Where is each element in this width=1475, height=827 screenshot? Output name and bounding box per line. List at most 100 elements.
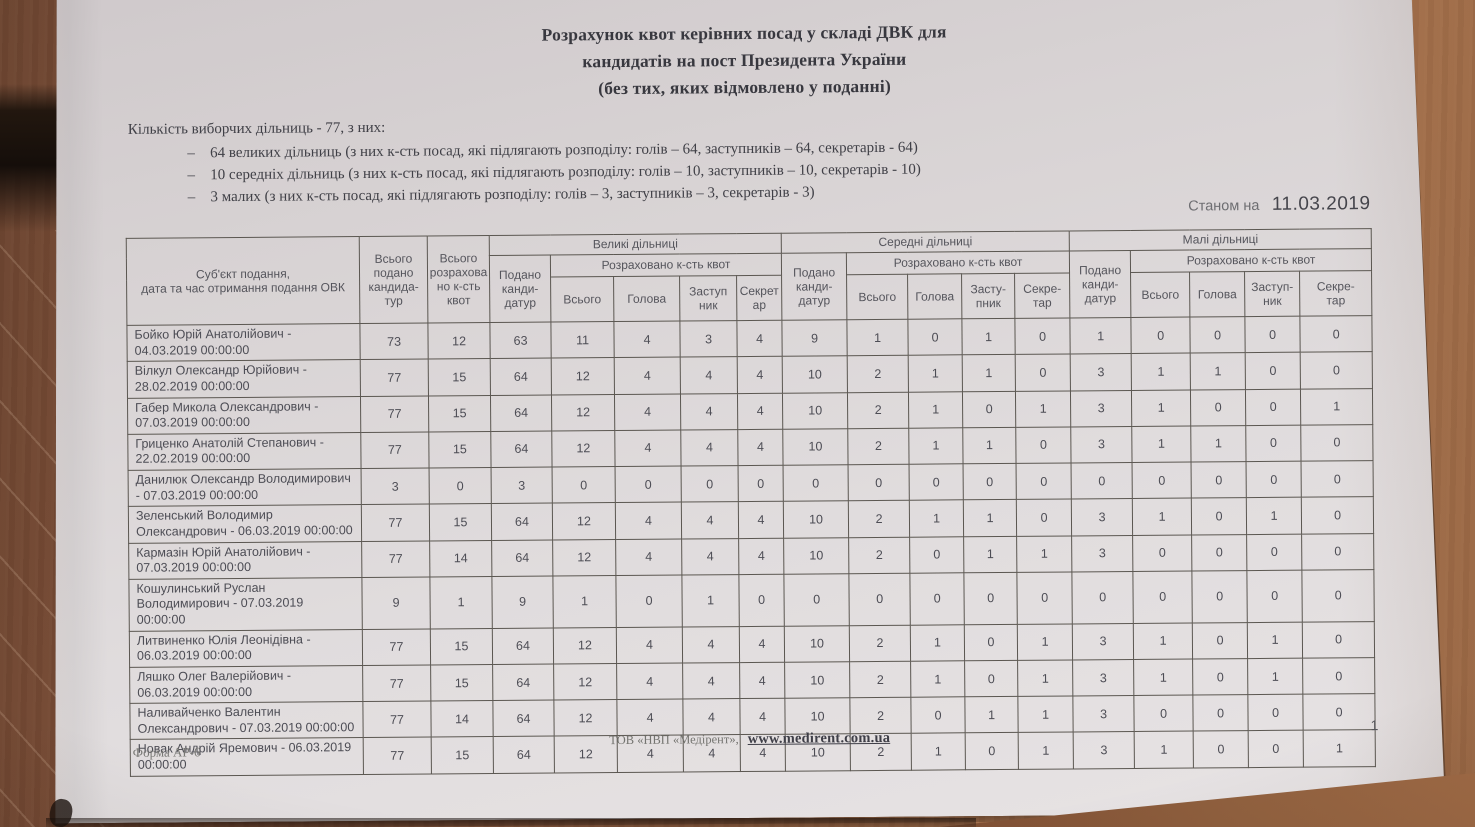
page-number: 1 (1370, 717, 1379, 734)
col-header-total: Всього (1131, 272, 1190, 317)
quota-table-wrapper: Суб'єкт подання, дата та час отримання п… (126, 228, 1376, 776)
value-cell: 0 (616, 575, 682, 627)
value-cell: 0 (1191, 498, 1246, 535)
value-cell: 12 (428, 323, 490, 360)
group-header-large: Великі дільниці (489, 233, 781, 255)
value-cell: 3 (1071, 499, 1132, 536)
dash-bullet: – (187, 167, 196, 184)
table-body: Бойко Юрій Анатолійович - 04.03.2019 00:… (127, 316, 1376, 776)
value-cell: 0 (738, 465, 783, 502)
value-cell: 10 (784, 537, 849, 574)
value-cell: 4 (683, 699, 740, 736)
value-cell: 0 (1247, 534, 1302, 571)
value-cell: 0 (1303, 694, 1375, 731)
value-cell: 4 (681, 429, 738, 466)
value-cell: 1 (909, 391, 963, 428)
value-cell: 64 (490, 358, 551, 395)
value-cell: 1 (1133, 623, 1192, 660)
value-cell: 0 (1190, 317, 1245, 354)
value-cell: 4 (614, 394, 680, 431)
value-cell: 64 (492, 540, 553, 577)
col-header-submitted-medium: Подано канди- датур (781, 253, 847, 321)
as-of-label: Станом на (1188, 197, 1260, 215)
paper-shadow (43, 0, 1452, 827)
value-cell: 10 (782, 356, 847, 393)
value-cell: 0 (783, 465, 848, 502)
value-cell: 0 (964, 624, 1017, 661)
value-cell: 63 (490, 322, 551, 359)
value-cell: 77 (363, 737, 431, 774)
value-cell: 0 (965, 660, 1018, 697)
document-title: Розрахунок квот керівних посад у складі … (43, 15, 1446, 107)
value-cell: 4 (680, 357, 737, 394)
value-cell: 2 (850, 661, 911, 698)
value-cell: 64 (493, 664, 554, 701)
value-cell: 10 (783, 428, 848, 465)
value-cell: 4 (617, 735, 683, 772)
value-cell: 0 (1015, 318, 1070, 355)
value-cell: 4 (617, 699, 683, 736)
calc-header-small: Розраховано к-сть квот (1130, 249, 1371, 273)
table-row: Вілкул Олександр Юрійович - 28.02.2019 0… (127, 352, 1372, 398)
value-cell: 0 (1248, 731, 1303, 768)
value-cell: 3 (1073, 732, 1134, 769)
value-cell: 0 (681, 466, 738, 503)
value-cell: 3 (1071, 390, 1132, 427)
value-cell: 0 (1302, 569, 1374, 621)
value-cell: 2 (849, 537, 910, 574)
value-cell: 0 (1246, 425, 1301, 462)
subject-cell: Новак Андрій Яремович - 06.03.2019 00:00… (130, 738, 363, 776)
value-cell: 0 (908, 319, 962, 356)
value-cell: 1 (911, 733, 965, 770)
value-cell: 1 (553, 575, 616, 627)
table-header: Суб'єкт подання, дата та час отримання п… (126, 229, 1372, 326)
value-cell: 1 (963, 427, 1016, 464)
dash-bullet: – (187, 145, 195, 162)
col-header-submitted-small: Подано канди- датур (1069, 250, 1131, 317)
value-cell: 0 (1246, 461, 1301, 498)
intro-item-text: 64 великих дільниць (з них к-сть посад, … (210, 139, 918, 162)
value-cell: 3 (361, 468, 429, 505)
value-cell: 1 (962, 355, 1015, 392)
value-cell: 1 (847, 319, 908, 356)
value-cell: 12 (554, 700, 617, 737)
value-cell: 0 (909, 464, 963, 501)
value-cell: 1 (910, 624, 964, 661)
value-cell: 77 (363, 665, 431, 702)
value-cell: 1 (1191, 425, 1246, 462)
value-cell: 1 (1016, 390, 1071, 427)
value-cell: 10 (783, 392, 848, 429)
value-cell: 0 (784, 573, 849, 625)
value-cell: 15 (431, 737, 493, 774)
value-cell: 0 (1133, 571, 1192, 623)
value-cell: 12 (551, 358, 614, 395)
value-cell: 9 (492, 576, 553, 628)
table-row: Бойко Юрій Анатолійович - 04.03.2019 00:… (127, 316, 1372, 362)
value-cell: 77 (361, 432, 429, 469)
value-cell: 0 (1245, 316, 1300, 353)
as-of-date: 11.03.2019 (1271, 193, 1371, 215)
value-cell: 0 (429, 468, 491, 505)
value-cell: 64 (491, 431, 552, 468)
value-cell: 0 (615, 466, 681, 503)
table-row: Ляшко Олег Валерійович - 06.03.2019 00:0… (130, 657, 1375, 703)
table-row: Кармазін Юрій Анатолійович - 07.03.2019 … (129, 533, 1374, 579)
table-row: Гриценко Анатолій Степанович - 22.02.201… (128, 424, 1373, 470)
value-cell: 1 (682, 574, 739, 626)
subject-cell: Зеленський Володимир Олександрович - 06.… (128, 505, 361, 543)
title-line-1: Розрахунок квот керівних посад у складі … (541, 21, 947, 45)
value-cell: 0 (1300, 352, 1372, 389)
value-cell: 0 (1193, 731, 1248, 768)
value-cell: 1 (1190, 353, 1245, 390)
value-cell: 0 (1071, 462, 1132, 499)
value-cell: 2 (848, 428, 909, 465)
subject-cell: Литвиненко Юлія Леонідівна - 06.03.2019 … (129, 629, 362, 667)
value-cell: 0 (963, 463, 1016, 500)
value-cell: 3 (1070, 354, 1131, 391)
value-cell: 1 (430, 576, 492, 628)
value-cell: 14 (431, 701, 493, 738)
value-cell: 77 (360, 396, 428, 433)
value-cell: 1 (963, 500, 1016, 537)
intro-list-item: – 10 середніх дільниць (з них к-сть поса… (128, 155, 1388, 187)
